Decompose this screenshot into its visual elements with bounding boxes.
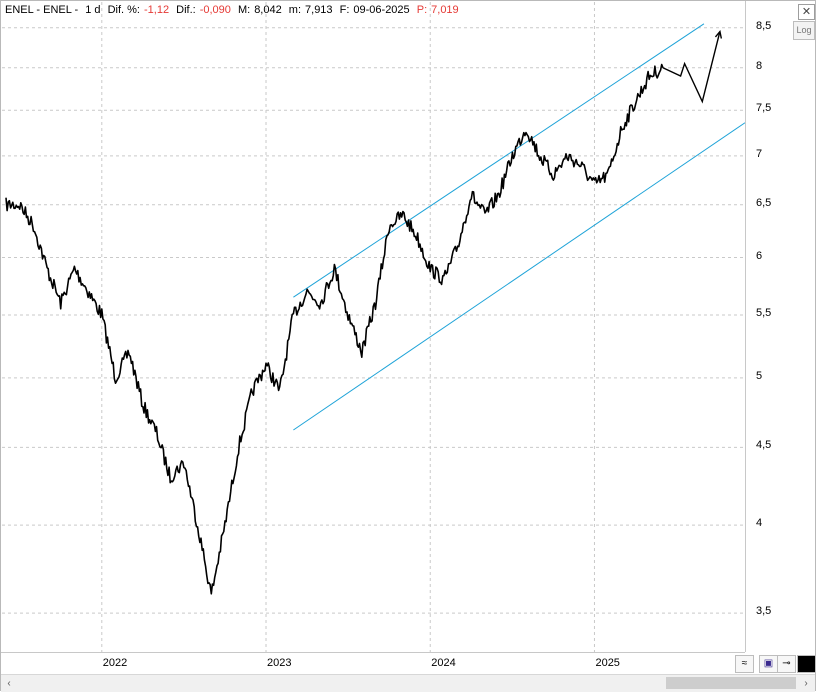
price-label: P: xyxy=(416,4,428,16)
y-tick-label: 4 xyxy=(756,517,763,530)
diff-value: -0,090 xyxy=(199,4,231,16)
min-value: 7,913 xyxy=(305,4,333,16)
y-tick-label: 3,5 xyxy=(756,605,772,618)
log-scale-button[interactable]: Log xyxy=(793,21,815,40)
price-series-line xyxy=(5,63,664,595)
scroll-left-icon[interactable]: ‹ xyxy=(7,678,11,689)
max-value: 8,042 xyxy=(254,4,282,16)
timeframe-label: 1 d xyxy=(85,4,101,16)
y-tick-label: 7,5 xyxy=(756,102,772,115)
pin-icon[interactable]: ⊸ xyxy=(777,655,796,673)
trend-channel-line xyxy=(293,122,746,431)
wave-icon[interactable]: ≈ xyxy=(735,655,754,673)
diff-pct-label: Dif. %: xyxy=(107,4,140,16)
x-tick-label: 2024 xyxy=(431,657,456,669)
y-axis[interactable]: 3,5 4 4,5 5 5,5 6 6,5 7 7,5 8 8,5 xyxy=(745,1,816,652)
x-tick-label: 2022 xyxy=(102,657,128,669)
y-tick-label: 5,5 xyxy=(756,306,772,319)
trend-channel-line xyxy=(293,23,705,298)
close-icon[interactable]: ✕ xyxy=(798,4,815,20)
y-tick-label: 6 xyxy=(756,249,763,262)
y-tick-label: 6,5 xyxy=(756,196,772,209)
x-tick-label: 2023 xyxy=(267,657,292,669)
price-value: 7,019 xyxy=(431,4,459,16)
x-axis[interactable]: 2022 2023 2024 2025 xyxy=(1,652,745,675)
y-tick-label: 8 xyxy=(756,59,763,72)
price-chart xyxy=(2,2,746,652)
y-tick-label: 8,5 xyxy=(756,19,772,32)
y-tick-label: 5 xyxy=(756,369,763,382)
y-tick-label: 7 xyxy=(756,147,763,160)
date-label: F: xyxy=(339,4,350,16)
x-tick-label: 2025 xyxy=(595,657,620,669)
diff-label: Dif.: xyxy=(176,4,196,16)
chart-header: ENEL - ENEL - 1 d Dif. %: -1,12 Dif.: -0,0… xyxy=(5,4,463,16)
diff-pct-value: -1,12 xyxy=(143,4,170,16)
symbol-label: ENEL - ENEL - xyxy=(5,4,79,16)
save-icon[interactable]: ▣ xyxy=(759,655,778,673)
min-label: m: xyxy=(288,4,302,16)
projection-path xyxy=(662,31,721,104)
max-label: M: xyxy=(237,4,251,16)
scrollbar-thumb[interactable] xyxy=(666,677,796,689)
horizontal-scrollbar[interactable]: ‹ › xyxy=(1,674,815,692)
scroll-right-icon[interactable]: › xyxy=(804,678,808,689)
projection-arrowhead xyxy=(714,30,723,39)
color-square-icon[interactable] xyxy=(797,655,816,673)
date-value: 09-06-2025 xyxy=(353,4,410,16)
y-tick-label: 4,5 xyxy=(756,439,772,452)
